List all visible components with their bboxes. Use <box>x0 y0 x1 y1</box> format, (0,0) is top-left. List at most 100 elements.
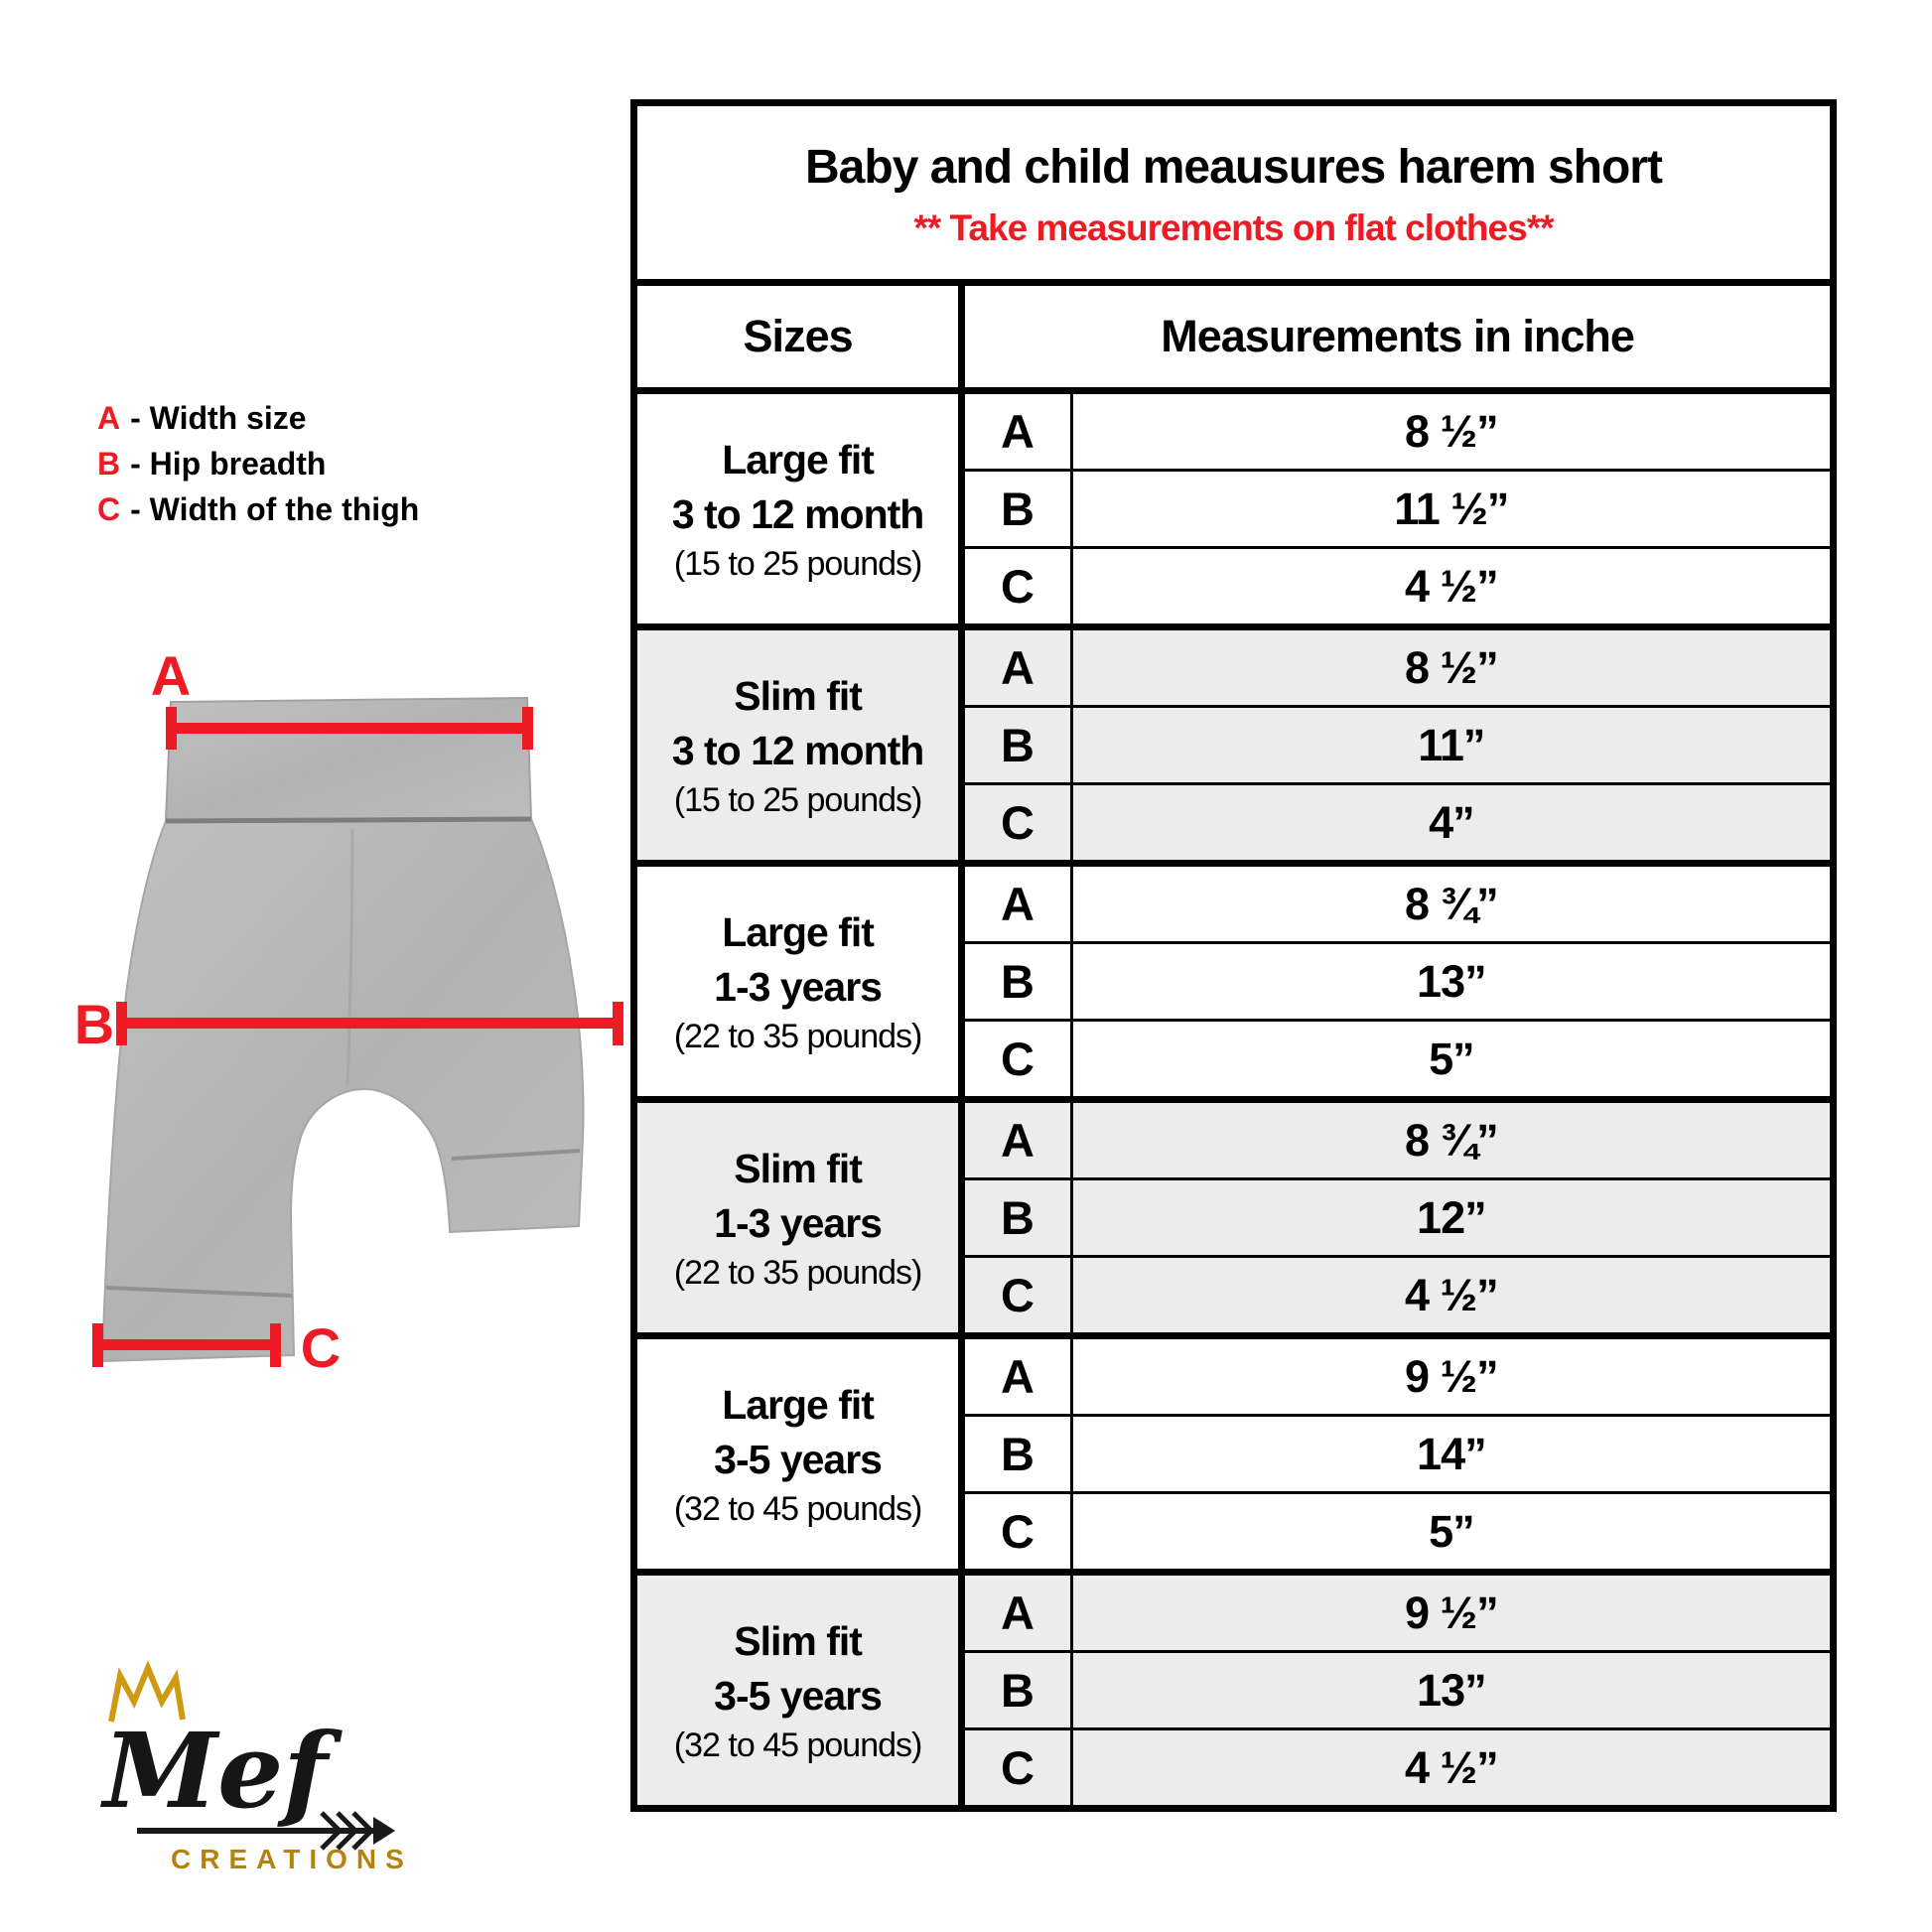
measure-value-cell: 8 ½” <box>1071 623 1830 707</box>
measure-letter-cell: C <box>958 782 1073 864</box>
table-title-block: Baby and child meausures harem short ** … <box>637 106 1830 286</box>
size-group-label: Large fit 1-3 years (22 to 35 pounds) <box>637 860 966 1100</box>
measure-letter-cell: B <box>958 705 1073 784</box>
measure-letter-cell: A <box>958 1096 1073 1179</box>
shorts-body <box>100 817 585 1363</box>
measure-cap-c-left <box>92 1323 103 1367</box>
measure-value-cell: 14” <box>1071 1414 1830 1493</box>
measure-value-cell: 11” <box>1071 705 1830 784</box>
age-label: 3 to 12 month <box>671 727 925 773</box>
measure-letter-cell: B <box>958 1650 1073 1729</box>
size-group-label: Large fit 3-5 years (32 to 45 pounds) <box>637 1332 966 1573</box>
logo-script-text: Mef <box>100 1710 343 1832</box>
measure-letter-cell: B <box>958 941 1073 1021</box>
measure-value-cell: 11 ½” <box>1071 469 1830 548</box>
table-title: Baby and child meausures harem short <box>805 141 1663 194</box>
fit-label: Slim fit <box>734 1145 863 1191</box>
weight-label: (32 to 45 pounds) <box>673 1489 923 1528</box>
legend-item-a: A- Width size <box>97 395 419 441</box>
age-label: 1-3 years <box>714 1199 883 1246</box>
measure-letter-cell: A <box>958 623 1073 707</box>
weight-label: (15 to 25 pounds) <box>673 780 923 819</box>
table-row: C 5” <box>637 1491 1830 1573</box>
measure-value-cell: 4 ½” <box>1071 546 1830 627</box>
header-sizes: Sizes <box>637 286 966 394</box>
center-crease <box>345 828 354 1086</box>
shorts-waistband <box>164 696 533 823</box>
fit-label: Slim fit <box>734 672 863 719</box>
legend-letter-b: B <box>97 446 121 482</box>
measure-letter-cell: A <box>958 387 1073 471</box>
measure-value-cell: 8 ¾” <box>1071 1096 1830 1179</box>
table-row: Large fit 3-5 years (32 to 45 pounds) A … <box>637 1332 1830 1573</box>
measure-value-cell: 8 ¾” <box>1071 860 1830 943</box>
legend-text-a: - Width size <box>130 400 307 436</box>
measure-cap-b-left <box>116 1002 127 1045</box>
table-row: C 4 ½” <box>637 546 1830 627</box>
measure-value-cell: 4” <box>1071 782 1830 864</box>
measure-letter-cell: B <box>958 1177 1073 1257</box>
brand-logo: Mef CREATIONS <box>100 1660 404 1874</box>
age-label: 3-5 years <box>714 1436 883 1482</box>
measure-value-cell: 4 ½” <box>1071 1727 1830 1805</box>
measure-letter-cell: B <box>958 1414 1073 1493</box>
measure-value-cell: 5” <box>1071 1019 1830 1100</box>
table-row: B 13” <box>637 1650 1830 1729</box>
measure-letter-cell: C <box>958 1255 1073 1336</box>
diagram-label-b: B <box>74 993 114 1055</box>
table-subtitle: ** Take measurements on flat clothes** <box>913 207 1554 248</box>
diagram-label-a: A <box>151 644 191 707</box>
weight-label: (22 to 35 pounds) <box>673 1017 923 1055</box>
age-label: 1-3 years <box>714 963 883 1010</box>
measure-letter-cell: A <box>958 860 1073 943</box>
measure-cap-b-right <box>613 1002 623 1045</box>
fit-label: Large fit <box>722 1381 875 1428</box>
table-row: B 11 ½” <box>637 469 1830 548</box>
arrow-head <box>373 1817 395 1845</box>
table-row: Large fit 1-3 years (22 to 35 pounds) A … <box>637 860 1830 1100</box>
measure-letter-cell: B <box>958 469 1073 548</box>
weight-label: (15 to 25 pounds) <box>673 544 923 583</box>
table-row: Slim fit 3-5 years (32 to 45 pounds) A 9… <box>637 1569 1830 1805</box>
fit-label: Large fit <box>722 436 875 483</box>
legend-text-c: - Width of the thigh <box>130 491 420 527</box>
size-group-label: Large fit 3 to 12 month (15 to 25 pounds… <box>637 387 966 627</box>
table-row: C 4” <box>637 782 1830 864</box>
age-label: 3-5 years <box>714 1672 883 1719</box>
waist-seam <box>165 816 532 824</box>
measurements-table: Sizes Measurements in inche Large fit 3 … <box>637 286 1830 1805</box>
measure-line-c <box>92 1339 281 1350</box>
age-label: 3 to 12 month <box>671 490 925 537</box>
measure-value-cell: 5” <box>1071 1491 1830 1573</box>
measure-cap-a-right <box>522 707 533 750</box>
diagram-label-c: C <box>301 1316 341 1379</box>
measure-letter-cell: C <box>958 1491 1073 1573</box>
right-cuff-seam <box>451 1149 581 1161</box>
measure-value-cell: 13” <box>1071 941 1830 1021</box>
size-table: Baby and child meausures harem short ** … <box>630 99 1837 1812</box>
weight-label: (32 to 45 pounds) <box>673 1725 923 1764</box>
measure-letter-cell: A <box>958 1332 1073 1416</box>
left-cuff-seam <box>105 1286 293 1298</box>
measure-letter-cell: C <box>958 1727 1073 1805</box>
fit-label: Slim fit <box>734 1617 863 1664</box>
table-row: C 4 ½” <box>637 1255 1830 1336</box>
table-row: Slim fit 1-3 years (22 to 35 pounds) A 8… <box>637 1096 1830 1336</box>
table-row: B 12” <box>637 1177 1830 1257</box>
header-measurements: Measurements in inche <box>961 286 1830 394</box>
measure-value-cell: 9 ½” <box>1071 1569 1830 1652</box>
measure-line-b <box>116 1018 622 1029</box>
table-row: B 11” <box>637 705 1830 784</box>
table-row: C 5” <box>637 1019 1830 1100</box>
table-row: Large fit 3 to 12 month (15 to 25 pounds… <box>637 387 1830 627</box>
fit-label: Large fit <box>722 908 875 955</box>
crown-icon <box>108 1660 186 1723</box>
size-group-label: Slim fit 3-5 years (32 to 45 pounds) <box>637 1569 966 1805</box>
table-row: Slim fit 3 to 12 month (15 to 25 pounds)… <box>637 623 1830 864</box>
measure-value-cell: 4 ½” <box>1071 1255 1830 1336</box>
table-row: B 14” <box>637 1414 1830 1493</box>
measure-value-cell: 8 ½” <box>1071 387 1830 471</box>
legend-text-b: - Hip breadth <box>130 446 327 482</box>
measure-letter-cell: C <box>958 546 1073 627</box>
